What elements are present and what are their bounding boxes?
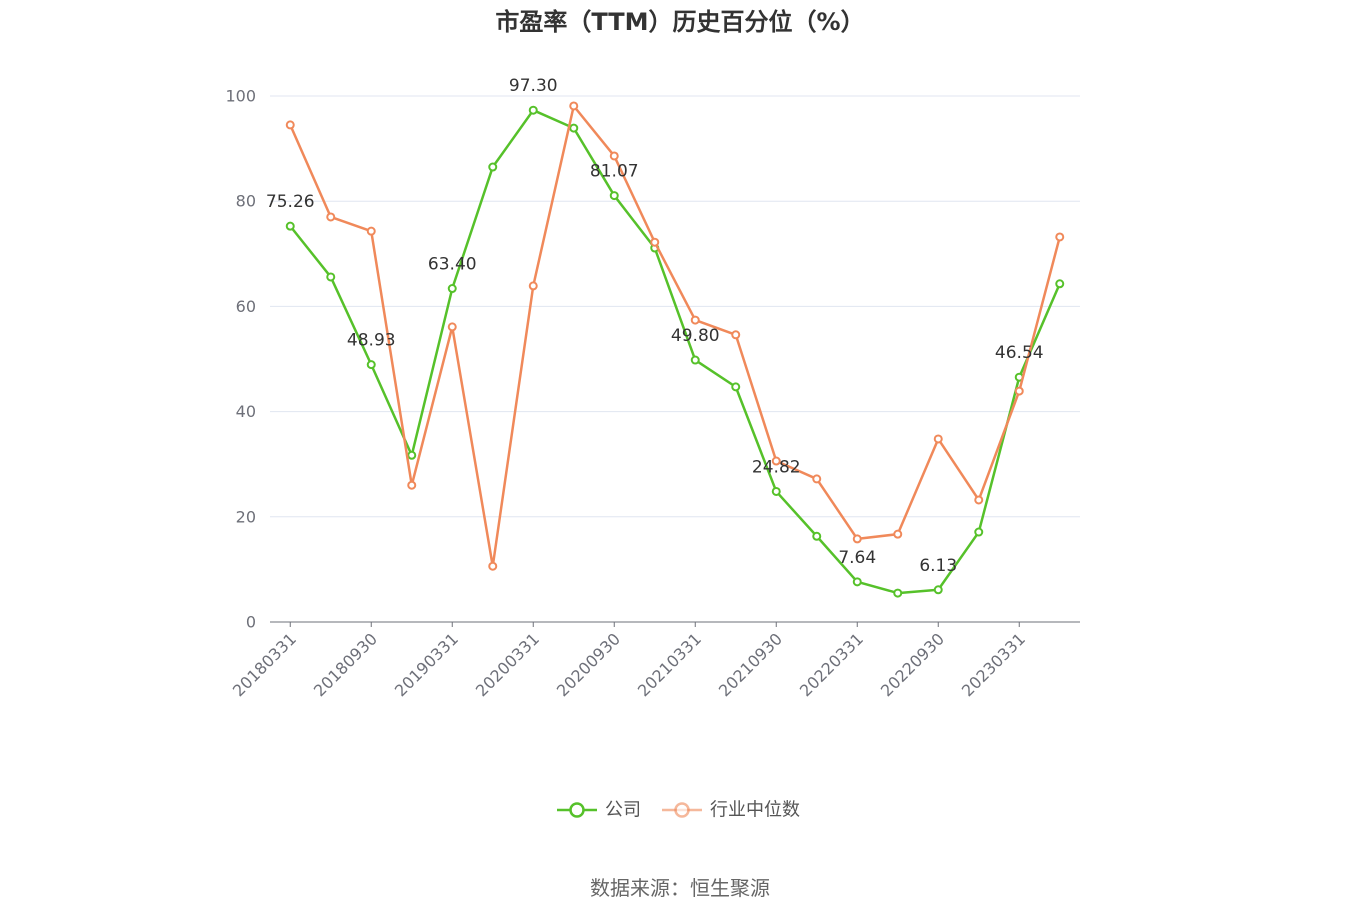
x-axis: 20180331 20180930 20190331 20200331 20200930…: [229, 621, 1080, 700]
series-layer: [285, 101, 1065, 598]
data-source: 数据来源：恒生聚源: [590, 876, 770, 900]
x-tick-label: 20230331: [958, 629, 1029, 700]
data-label: 46.54: [995, 343, 1044, 363]
y-tick-label: 60: [236, 297, 256, 316]
x-tick-label: 20210331: [634, 629, 705, 700]
data-point: [528, 281, 538, 291]
data-point: [690, 355, 700, 365]
data-point: [528, 105, 538, 115]
x-tick-label: 20200930: [553, 629, 624, 700]
data-point: [609, 191, 619, 201]
legend-label: 公司: [605, 800, 641, 821]
series-0: [285, 105, 1065, 598]
data-point: [771, 486, 781, 496]
data-point: [933, 434, 943, 444]
data-point: [731, 382, 741, 392]
data-label: 75.26: [266, 192, 315, 212]
data-point: [974, 527, 984, 537]
data-label: 48.93: [347, 331, 396, 351]
x-tick-label: 20190331: [391, 629, 462, 700]
data-point: [812, 531, 822, 541]
data-point: [933, 585, 943, 595]
data-point: [893, 529, 903, 539]
chart-title: 市盈率（TTM）历史百分位（%）: [495, 8, 864, 36]
legend-circle-icon: [674, 802, 690, 818]
data-label: 49.80: [671, 326, 720, 346]
x-tick-label: 20180930: [310, 629, 381, 700]
x-tick-label: 20220930: [877, 629, 948, 700]
y-tick-label: 80: [236, 192, 256, 211]
y-axis: 0 20 40 60 80 100: [225, 87, 256, 632]
data-point: [569, 123, 579, 133]
data-point: [569, 101, 579, 111]
data-label: 97.30: [509, 76, 558, 96]
data-label: 7.64: [838, 548, 876, 568]
y-tick-label: 40: [236, 402, 256, 421]
data-point: [488, 162, 498, 172]
data-point: [407, 450, 417, 460]
x-tick-label: 20210930: [715, 629, 786, 700]
legend: 公司 行业中位数: [557, 800, 800, 821]
data-point: [285, 120, 295, 130]
data-point: [447, 284, 457, 294]
data-point: [812, 474, 822, 484]
data-point: [974, 495, 984, 505]
legend-circle-icon: [569, 802, 585, 818]
data-label: 24.82: [752, 457, 801, 477]
data-point: [771, 456, 781, 466]
legend-item[interactable]: 行业中位数: [662, 800, 800, 821]
data-point: [488, 561, 498, 571]
data-point: [326, 272, 336, 282]
x-tick-label: 20180331: [229, 629, 300, 700]
data-label: 81.07: [590, 162, 639, 182]
data-point: [893, 588, 903, 598]
y-tick-label: 20: [236, 507, 256, 526]
data-point: [852, 577, 862, 587]
data-point: [1055, 232, 1065, 242]
legend-label: 行业中位数: [710, 800, 800, 821]
legend-item[interactable]: 公司: [557, 800, 641, 821]
data-point: [366, 360, 376, 370]
data-point: [1014, 386, 1024, 396]
y-tick-label: 100: [225, 87, 256, 106]
data-point: [650, 237, 660, 247]
data-point: [326, 212, 336, 222]
x-tick-label: 20220331: [796, 629, 867, 700]
data-point: [447, 322, 457, 332]
x-tick-label: 20200331: [472, 629, 543, 700]
data-point: [609, 151, 619, 161]
series-line: [289, 108, 1061, 595]
series-1: [285, 101, 1065, 571]
data-point: [1055, 279, 1065, 289]
data-label: 6.13: [919, 556, 957, 576]
data-point: [407, 480, 417, 490]
data-point: [731, 330, 741, 340]
series-line: [289, 104, 1061, 568]
data-point: [285, 221, 295, 231]
data-point: [366, 226, 376, 236]
data-labels: 75.26 48.93 63.40 97.30 81.07 49.80 24.82 7.64 6…: [266, 76, 1044, 576]
data-point: [690, 315, 700, 325]
data-label: 63.40: [428, 255, 477, 275]
y-tick-label: 0: [246, 613, 256, 632]
data-point: [852, 534, 862, 544]
